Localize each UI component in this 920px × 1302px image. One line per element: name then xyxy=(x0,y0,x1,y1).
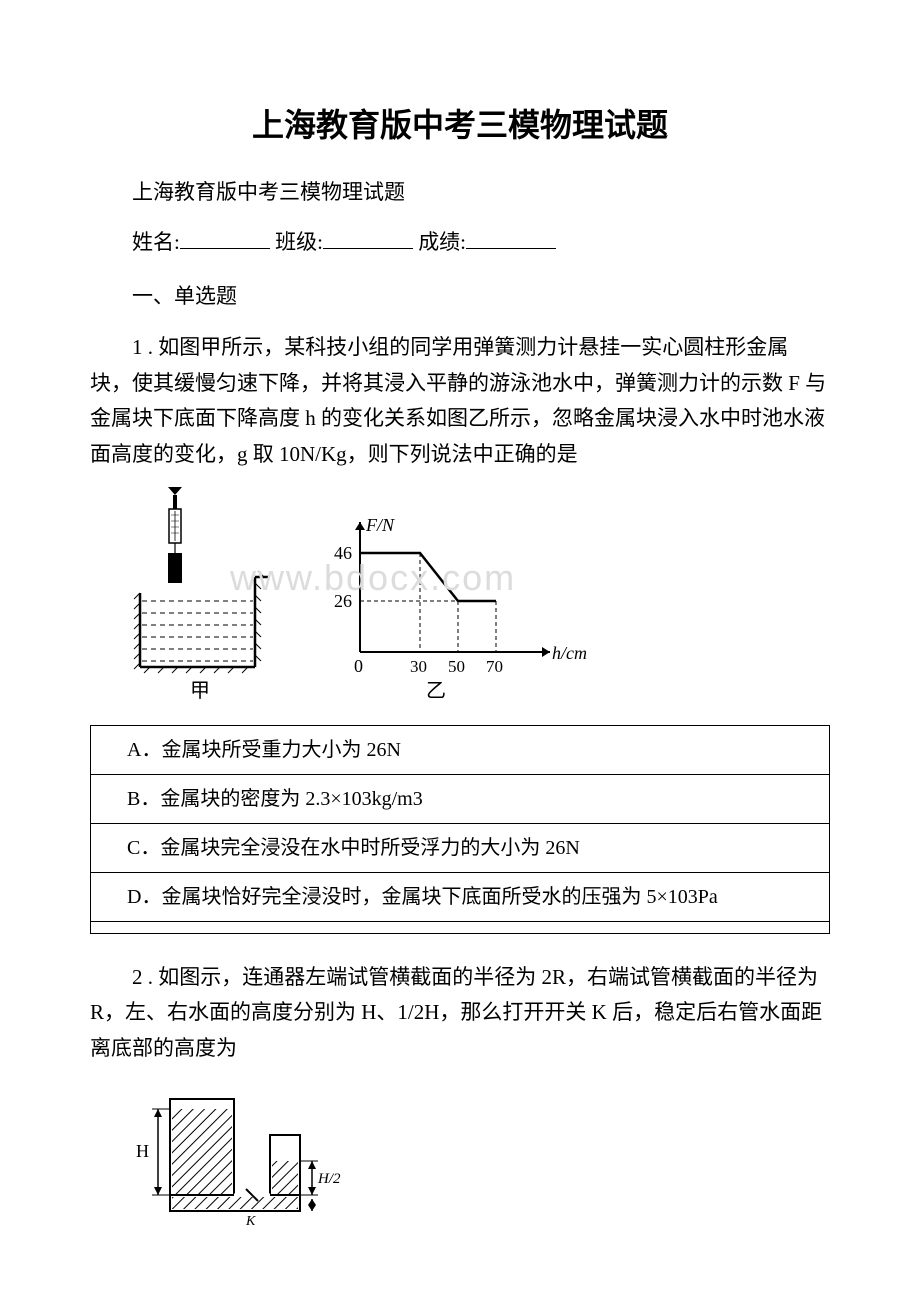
figure-svg-q1: 甲 F/N h/cm 46 26 0 30 50 70 xyxy=(130,487,590,717)
question-2-text: 2 . 如图示，连通器左端试管横截面的半径为 2R，右端试管横截面的半径为 R，… xyxy=(90,960,830,1067)
xtick-30: 30 xyxy=(410,657,427,676)
yi-label: 乙 xyxy=(426,680,446,702)
fill-in-line: 姓名: 班级: 成绩: xyxy=(90,226,830,256)
h2-label: H/2 xyxy=(317,1171,341,1187)
figure-svg-q2: H H/2 K xyxy=(130,1081,350,1231)
ytick-26: 26 xyxy=(334,591,352,611)
class-blank[interactable] xyxy=(323,231,413,249)
k-label: K xyxy=(245,1214,256,1229)
x-axis-label: h/cm xyxy=(552,643,587,663)
class-label: 班级: xyxy=(275,230,323,254)
option-c: C．金属块完全浸没在水中时所受浮力的大小为 26N xyxy=(91,823,830,872)
name-label: 姓名: xyxy=(132,230,180,254)
question-1-options: A．金属块所受重力大小为 26N B．金属块的密度为 2.3×103kg/m3 … xyxy=(90,725,830,934)
option-empty-row xyxy=(91,921,830,933)
question-2-figure: H H/2 K xyxy=(130,1081,830,1236)
name-blank[interactable] xyxy=(180,231,270,249)
jia-label: 甲 xyxy=(190,680,210,702)
page-title: 上海教育版中考三模物理试题 xyxy=(90,100,830,146)
question-1-text: 1 . 如图甲所示，某科技小组的同学用弹簧测力计悬挂一实心圆柱形金属块，使其缓慢… xyxy=(90,330,830,473)
section-header: 一、单选题 xyxy=(90,280,830,310)
jia-diagram: 甲 xyxy=(134,487,268,702)
origin-label: 0 xyxy=(354,656,363,676)
yi-graph: F/N h/cm 46 26 0 30 50 70 乙 xyxy=(334,515,587,702)
ytick-46: 46 xyxy=(334,543,352,563)
question-1-figure: www.bdocx.com xyxy=(130,487,830,717)
subtitle: 上海教育版中考三模物理试题 xyxy=(90,176,830,206)
option-b: B．金属块的密度为 2.3×103kg/m3 xyxy=(91,774,830,823)
xtick-70: 70 xyxy=(486,657,503,676)
score-label: 成绩: xyxy=(418,230,466,254)
xtick-50: 50 xyxy=(448,657,465,676)
option-a: A．金属块所受重力大小为 26N xyxy=(91,725,830,774)
y-axis-label: F/N xyxy=(365,515,395,535)
score-blank[interactable] xyxy=(466,231,556,249)
option-d: D．金属块恰好完全浸没时，金属块下底面所受水的压强为 5×103Pa xyxy=(91,872,830,921)
h-label: H xyxy=(136,1141,149,1161)
